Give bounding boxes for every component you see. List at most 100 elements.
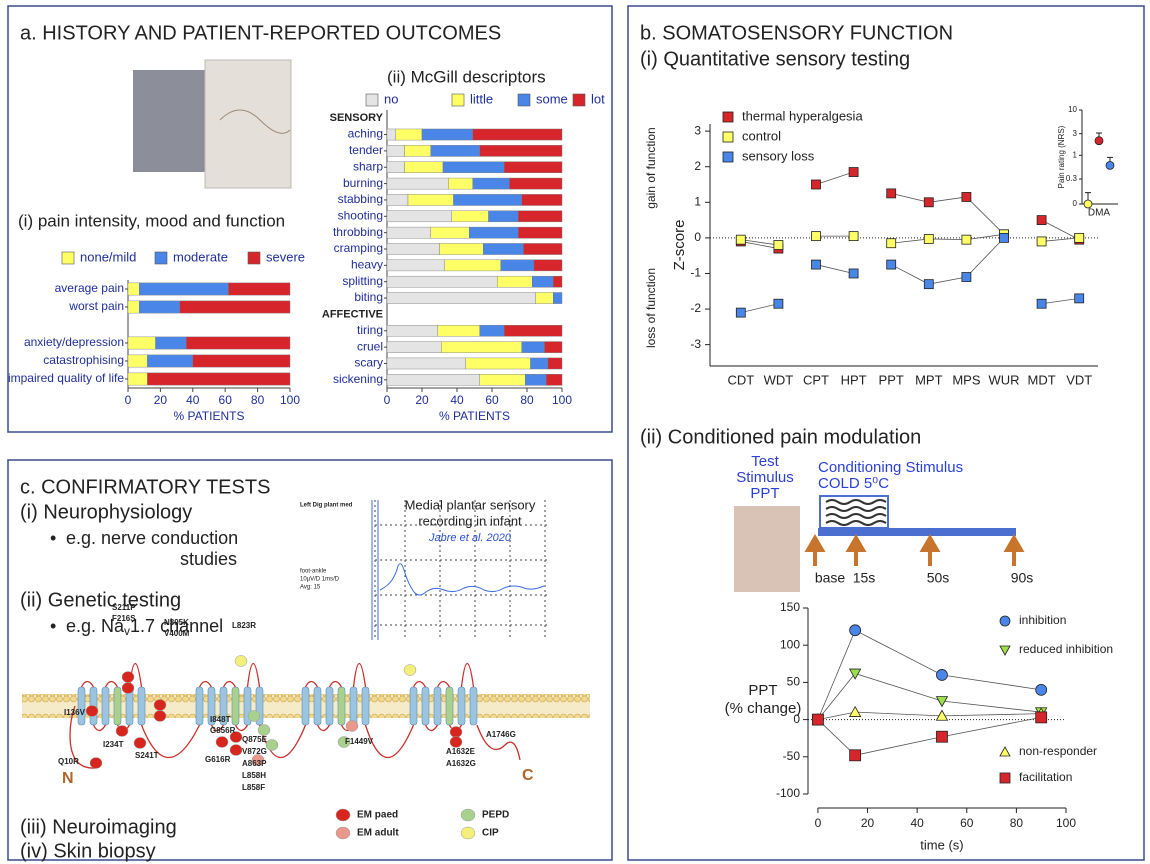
recording: Medial plantar sensory recording in infa… bbox=[300, 497, 550, 640]
x-tick-label: 40 bbox=[910, 816, 924, 830]
panel-b-frame bbox=[627, 5, 1145, 861]
bar-segment bbox=[523, 243, 563, 255]
x-axis-label: % PATIENTS bbox=[174, 409, 245, 423]
bar-segment bbox=[127, 336, 156, 350]
helix bbox=[313, 686, 322, 726]
panel-subtitle: (ii) Conditioned pain modulation bbox=[640, 426, 921, 448]
marker bbox=[849, 749, 862, 762]
bar-segment bbox=[442, 161, 505, 173]
bar-segment bbox=[479, 374, 526, 386]
mutation-label: G856R bbox=[210, 726, 236, 735]
marker bbox=[999, 772, 1011, 784]
y-tick-label: tender bbox=[349, 143, 383, 157]
marker bbox=[811, 259, 821, 270]
mutation-site bbox=[229, 744, 243, 756]
bar-segment bbox=[488, 210, 519, 223]
series-line bbox=[817, 711, 1042, 720]
bar-segment bbox=[139, 300, 181, 314]
text-part: e.g. Na bbox=[66, 616, 125, 636]
mutation-site bbox=[215, 736, 229, 748]
legend-label: CIP bbox=[482, 828, 499, 839]
marker bbox=[1035, 683, 1048, 696]
series-line bbox=[817, 629, 1042, 720]
mutation-label: I234T bbox=[103, 740, 124, 749]
bar-segment bbox=[532, 275, 554, 288]
bar-segment bbox=[147, 372, 291, 386]
marker bbox=[1035, 711, 1048, 724]
x-tick-label: 20 bbox=[861, 816, 875, 830]
timeline bbox=[818, 528, 1016, 536]
arrow bbox=[845, 534, 867, 566]
y-tick-label: sickening bbox=[333, 372, 383, 386]
bar-segment bbox=[472, 128, 563, 141]
section-label: (iv) Skin biopsy bbox=[20, 840, 156, 862]
x-tick-label: 20 bbox=[154, 393, 168, 407]
y-axis-label: PPT bbox=[748, 682, 777, 699]
arrow bbox=[1003, 534, 1025, 566]
y-tick-label: average pain bbox=[55, 281, 124, 295]
mutation-label: F216S bbox=[112, 614, 136, 623]
panel-title: b. SOMATOSENSORY FUNCTION bbox=[640, 22, 953, 44]
helix bbox=[337, 686, 346, 726]
bar-segment bbox=[479, 325, 505, 337]
bar-segment bbox=[404, 161, 444, 173]
panel-c-frame bbox=[7, 459, 613, 861]
marker bbox=[886, 188, 897, 199]
bar-segment bbox=[547, 357, 563, 370]
legend-label: facilitation bbox=[1019, 770, 1072, 784]
x-axis-label: time (s) bbox=[920, 837, 963, 852]
mutation-label: Q875E bbox=[242, 735, 268, 744]
marker bbox=[1105, 160, 1115, 170]
series-line bbox=[740, 241, 779, 249]
marker bbox=[1074, 232, 1085, 243]
bar-segment bbox=[395, 128, 423, 141]
x-tick-label: DMA bbox=[1088, 208, 1111, 219]
bar-segment bbox=[469, 226, 519, 239]
helix bbox=[433, 686, 442, 726]
y-tick-label: -3 bbox=[690, 337, 701, 351]
series-line bbox=[815, 171, 854, 185]
mutation-site bbox=[133, 737, 147, 749]
helix bbox=[325, 686, 334, 726]
section-label: (iii) Neuroimaging bbox=[20, 816, 177, 838]
marker bbox=[935, 696, 949, 708]
bar-segment bbox=[386, 145, 405, 157]
bar-segment bbox=[546, 374, 563, 386]
legend-label: reduced inhibition bbox=[1019, 642, 1113, 656]
timepoint-label: 15s bbox=[853, 570, 876, 586]
mutation-site bbox=[85, 705, 99, 717]
legend-label: control bbox=[742, 128, 781, 143]
x-tick-label: 80 bbox=[1010, 816, 1024, 830]
mutation-label: V400M bbox=[164, 629, 190, 638]
y-axis-label: (% change) bbox=[725, 700, 802, 717]
trace-setting: foot-ankle bbox=[300, 569, 327, 575]
helix bbox=[101, 686, 110, 726]
bar-segment bbox=[500, 259, 535, 272]
bar-segment bbox=[386, 177, 449, 190]
y-tick-label: 3 bbox=[1073, 129, 1078, 138]
series-line bbox=[815, 264, 854, 274]
channel: Q10R I136V S211P F216S I234T S241T N395K V400M G… bbox=[58, 603, 534, 840]
bar-segment bbox=[228, 282, 291, 296]
photo bbox=[204, 59, 292, 189]
helix bbox=[409, 686, 418, 726]
mutation-label: S211P bbox=[112, 603, 136, 612]
bar-segment bbox=[139, 282, 229, 296]
y-tick-label: 150 bbox=[780, 600, 800, 614]
legend-swatch bbox=[722, 131, 734, 143]
bullet-text: studies bbox=[180, 549, 237, 569]
marker bbox=[848, 231, 859, 242]
bar-segment bbox=[518, 210, 563, 223]
x-tick-label: 80 bbox=[520, 393, 534, 407]
mutation-label: G616R bbox=[205, 755, 231, 764]
bar-segment bbox=[386, 194, 409, 206]
bar-segment bbox=[439, 243, 484, 255]
marker bbox=[735, 234, 746, 245]
bar-segment bbox=[386, 161, 405, 173]
diagram-label: Stimulus bbox=[736, 469, 794, 486]
legend-label: inhibition bbox=[1019, 613, 1066, 627]
terminus-label: N bbox=[62, 770, 74, 787]
y-tick-label: splitting bbox=[342, 274, 383, 288]
bar-segment bbox=[127, 300, 140, 314]
series-line bbox=[1041, 297, 1080, 305]
